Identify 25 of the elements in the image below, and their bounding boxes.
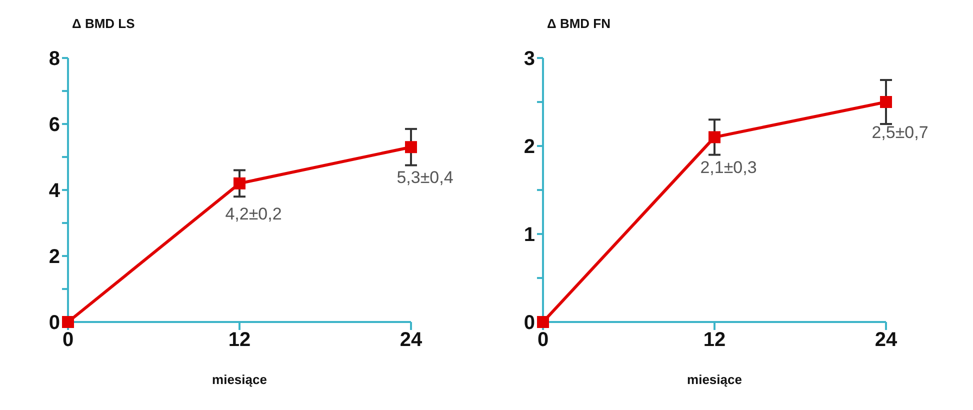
data-label: 4,2±0,2	[225, 204, 282, 224]
y-tick-label: 4	[48, 180, 61, 202]
x-tick-label: 12	[228, 329, 251, 352]
y-axis-title: Δ BMD FN	[547, 16, 611, 31]
y-tick-label: 6	[48, 114, 60, 136]
y-tick-label: 8	[48, 48, 60, 70]
point	[405, 141, 417, 154]
x-axis-title: miesiące	[212, 372, 267, 387]
point	[234, 177, 246, 190]
y-tick-label: 0	[48, 312, 60, 334]
data-label: 5,3±0,4	[396, 168, 454, 188]
y-tick-label: 2	[524, 136, 535, 158]
y-tick-label: 1	[524, 224, 535, 246]
point	[880, 96, 892, 108]
data-label: 2,5±0,7	[872, 123, 928, 142]
x-tick-label: 24	[874, 329, 898, 352]
x-axis-title: miesiące	[687, 372, 742, 387]
x-tick-label: 24	[400, 329, 423, 352]
data-label: 2,1±0,3	[700, 158, 757, 178]
y-tick-label: 2	[48, 246, 60, 268]
y-tick-label: 3	[524, 48, 535, 70]
point	[708, 131, 720, 144]
y-tick-label: 0	[524, 312, 535, 334]
y-axis-title: Δ BMD LS	[72, 16, 135, 31]
x-tick-label: 12	[703, 329, 726, 352]
